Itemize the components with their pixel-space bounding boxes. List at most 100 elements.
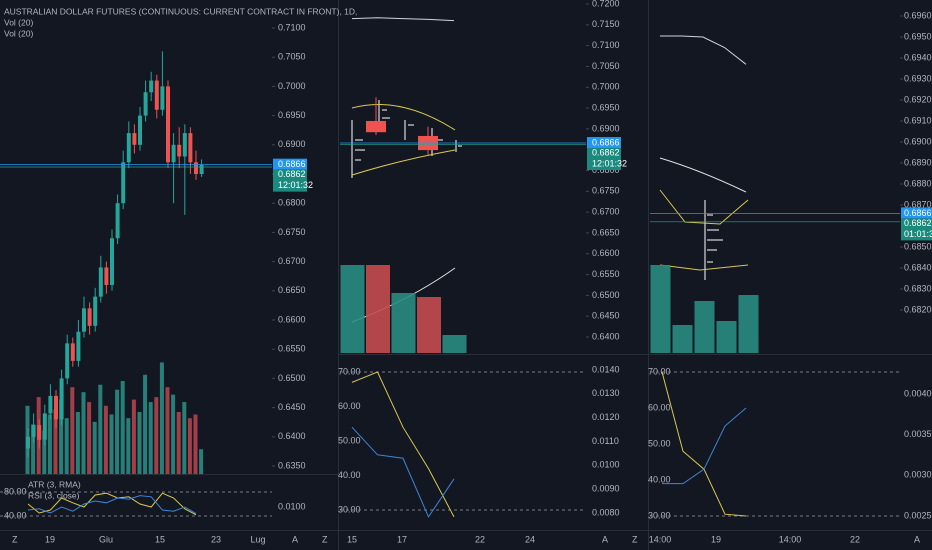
y2-tick-label: 0.0130 [592,388,620,398]
candle-body [115,203,120,239]
button[interactable]: Z [632,534,638,544]
volume-bar [694,301,715,353]
y-tick-label: 0.7200 [592,0,620,8]
y-tick-label: 0.6550 [278,344,306,354]
volume-bar [42,430,47,474]
countdown: 12:01:32 [592,158,627,168]
price-label: 0.6866 [592,137,620,147]
button[interactable]: A [602,534,608,544]
y-tick-label: 0.6960 [904,10,932,20]
y-tick-label: 50.00 [338,435,361,445]
volume-bar [70,387,75,474]
candle-body [37,425,42,440]
volume-bar [109,414,114,474]
y-tick-label: 0.6950 [592,102,620,112]
y-tick-label: 0.6600 [278,314,306,324]
candle-body [171,144,176,163]
y-tick-label: 70.00 [338,366,361,376]
candle-body [76,331,81,361]
volume-bar [738,295,759,353]
y-tick-label: 40.00 [648,474,671,484]
x-tick-label: 22 [850,534,860,544]
volume-bar [199,449,204,474]
price-box [273,169,307,192]
button[interactable]: A [914,534,920,544]
indicator-line [27,495,197,515]
band [659,157,747,193]
volume-bar [131,399,136,474]
volume-bar [59,399,64,474]
button[interactable]: Z [12,534,18,544]
y2-tick-label: 0.0025 [904,510,932,520]
price-label: 0.6862 [592,147,620,157]
moving-average [351,17,455,22]
y-tick-label: 0.6700 [278,256,306,266]
y-tick-label: 0.6350 [278,460,306,470]
y-tick-label: 0.6750 [592,186,620,196]
y-tick-label: 0.6880 [904,178,932,188]
y-tick-label: 50.00 [648,438,671,448]
y-tick-label: 0.6820 [904,304,932,314]
volume-bar [31,424,36,474]
y2-tick-label: 0.0035 [904,429,932,439]
candle-body [87,308,92,326]
band [659,189,749,271]
volume-bar [187,418,192,474]
candle-body [93,296,98,326]
y-tick-label: 40.00 [4,510,27,520]
volume-bar [120,381,125,474]
candle-body [121,162,126,204]
y-tick-label: 0.6900 [904,136,932,146]
candle-body [54,395,58,420]
y-tick-label: 0.6500 [278,373,306,383]
x-tick-label: 19 [711,534,721,544]
y2-tick-label: 0.0030 [904,470,932,480]
y-tick-label: 0.6840 [904,262,932,272]
y2-tick-label: 0.0110 [592,436,619,446]
y-tick-label: 0.7150 [592,19,620,29]
candle-body [188,133,193,163]
candle-body [48,395,53,414]
volume-bar [650,265,671,353]
price-box [587,148,621,171]
volume-bar [126,418,131,474]
indicator-line [662,407,747,485]
volume-bar [366,265,390,353]
indicator-line [27,492,197,516]
candle-body [132,133,137,145]
candle-body [70,343,75,361]
y-tick-label: 60.00 [648,402,671,412]
volume-bar [75,412,80,474]
buttons[interactable]: Z A Z A Z A [12,534,920,544]
legend: Vol (20) [4,28,33,38]
x-tick-label: Lug [250,534,265,544]
y-tick-label: 0.7050 [592,61,620,71]
button[interactable]: A [292,534,298,544]
button[interactable]: Z [322,534,328,544]
y-tick-label: 0.7000 [278,81,306,91]
x-tick-label: 17 [397,534,407,544]
indicator-label: ATR (3, RMA) [28,479,81,489]
y2-tick-label: 0.0090 [592,484,620,494]
candle-body [194,162,198,174]
y-tick-label: 0.6870 [904,199,932,209]
volume-bar [53,409,58,474]
profile-bars [704,200,723,280]
y-tick-label: 0.6550 [592,269,620,279]
candle-body [149,80,154,93]
price-box [273,158,307,170]
y-tick-label: 0.6950 [278,110,306,120]
volume-bar [115,389,120,474]
y-tick-label: 70.00 [648,366,671,376]
volume-bar [442,335,467,353]
candle-body [82,308,86,332]
volume-bar [137,412,142,474]
volume-bar [176,412,181,474]
volume-bar [165,387,170,474]
price-label: 0.6866 [904,208,932,218]
price-box [901,207,932,219]
candle-body [98,267,103,297]
countdown: 01:01:33 [904,229,932,239]
